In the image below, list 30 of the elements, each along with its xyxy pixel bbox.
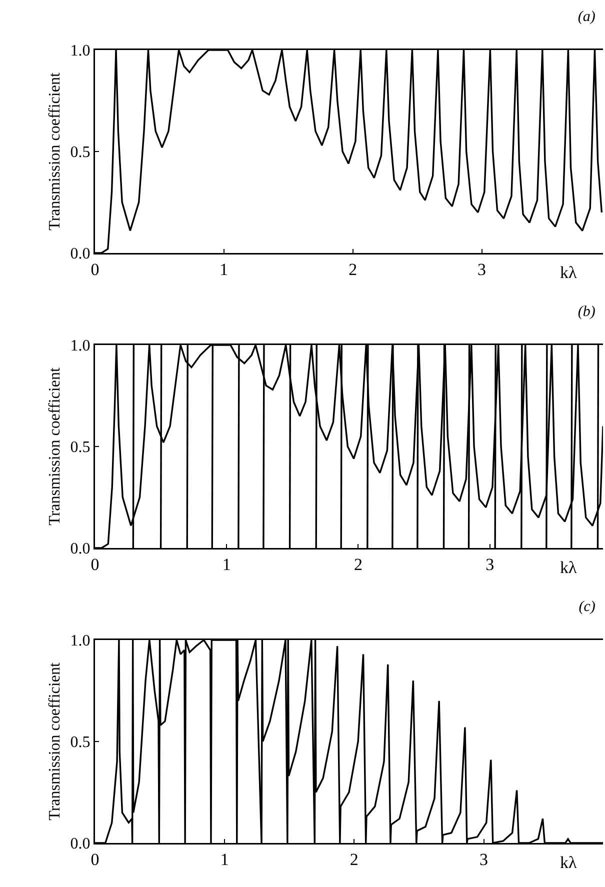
y-axis-title: Transmission coefficient <box>46 367 64 526</box>
y-tick-label: 0.5 <box>70 439 90 456</box>
y-tick-label: 0.0 <box>70 540 90 558</box>
x-tick-label: 3 <box>486 554 494 574</box>
x-tick-label: 2 <box>350 850 358 869</box>
x-tick-label: 1 <box>220 260 228 279</box>
chart-title: (a) <box>578 8 596 25</box>
x-axis-title: kλ <box>560 558 578 577</box>
y-tick-label: 0.0 <box>70 246 90 263</box>
chart-title: (b) <box>578 304 596 320</box>
x-tick-label: 1 <box>220 850 229 869</box>
y-tick-label: 0.0 <box>70 836 90 853</box>
y-tick-label: 1.0 <box>70 632 90 650</box>
y-axis-title: Transmission coefficient <box>46 662 64 820</box>
x-tick-label: 0 <box>90 554 100 574</box>
x-axis-title: kλ <box>560 263 578 282</box>
y-tick-label: 1.0 <box>70 42 90 60</box>
x-tick-label: 1 <box>222 554 231 574</box>
y-tick-label: 0.5 <box>70 734 90 752</box>
y-axis-title: Transmission coefficient <box>46 72 64 230</box>
x-tick-label: 2 <box>354 554 362 574</box>
y-tick-label: 1.0 <box>70 338 90 355</box>
x-tick-label: 0 <box>90 850 100 869</box>
x-tick-label: 3 <box>478 260 486 279</box>
chart-title: (c) <box>578 598 596 615</box>
x-axis-title: kλ <box>560 853 578 872</box>
x-tick-label: 3 <box>480 850 488 869</box>
x-tick-label: 0 <box>90 260 100 279</box>
x-tick-label: 2 <box>348 260 358 279</box>
y-tick-label: 0.5 <box>70 144 90 162</box>
